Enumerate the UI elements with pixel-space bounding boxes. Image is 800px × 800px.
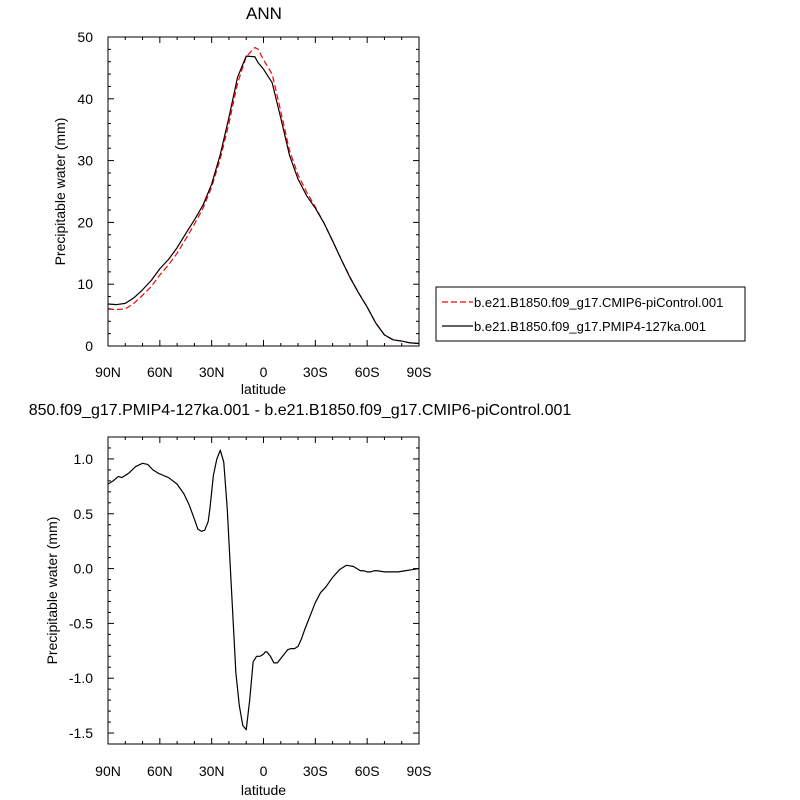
y-axis-label: Precipitable water (mm) (52, 118, 68, 266)
y-axis-label: Precipitable water (mm) (44, 517, 60, 665)
y-tick-label: 40 (77, 91, 93, 107)
plot-frame (107, 436, 420, 745)
x-tick-label: 30N (199, 763, 225, 779)
x-tick-label: 30S (303, 763, 328, 779)
x-tick-label: 0 (260, 763, 268, 779)
legend-box (435, 286, 746, 342)
y-tick-label: 20 (77, 214, 93, 230)
y-tick-label: 1.0 (74, 451, 94, 467)
chart-title: ANN (246, 4, 282, 23)
x-tick-label: 60S (355, 364, 380, 380)
y-tick-label: 0.5 (74, 506, 94, 522)
legend-label-1: b.e21.B1850.f09_g17.CMIP6-piControl.001 (474, 295, 723, 310)
y-tick-label: 50 (77, 29, 93, 45)
x-axis-label: latitude (241, 381, 286, 397)
x-tick-label: 90N (95, 763, 121, 779)
x-tick-label: 30S (303, 364, 328, 380)
x-tick-label: 90S (407, 763, 432, 779)
y-tick-label: 30 (77, 153, 93, 169)
series-line-2 (108, 55, 419, 345)
x-tick-label: 90S (407, 364, 432, 380)
chart-panel-2: 850.f09_g17.PMIP4-127ka.001 - b.e21.B185… (29, 402, 572, 798)
x-tick-label: 0 (260, 364, 268, 380)
series-line-1 (108, 449, 419, 731)
legend-label-2: b.e21.B1850.f09_g17.PMIP4-127ka.001 (474, 319, 706, 334)
x-tick-label: 60S (355, 763, 380, 779)
x-tick-label: 60N (147, 364, 173, 380)
series-line-1 (108, 46, 419, 345)
x-tick-label: 60N (147, 763, 173, 779)
y-tick-label: -0.5 (69, 615, 93, 631)
y-tick-label: 0 (85, 338, 93, 354)
y-tick-label: 10 (77, 276, 93, 292)
chart-title: 850.f09_g17.PMIP4-127ka.001 - b.e21.B185… (29, 402, 572, 419)
y-tick-label: -1.0 (69, 670, 93, 686)
x-tick-label: 90N (95, 364, 121, 380)
plot-frame (107, 36, 420, 347)
x-axis-label: latitude (241, 782, 286, 798)
y-tick-label: -1.5 (69, 725, 93, 741)
chart-panel-1: ANN 90N 60N 30N 0 30S 60S 90S 0 10 20 30 40 50 latitud… (52, 4, 746, 397)
y-tick-label: 0.0 (74, 561, 94, 577)
legend: b.e21.B1850.f09_g17.CMIP6-piControl.001b… (435, 286, 746, 342)
x-tick-label: 30N (199, 364, 225, 380)
